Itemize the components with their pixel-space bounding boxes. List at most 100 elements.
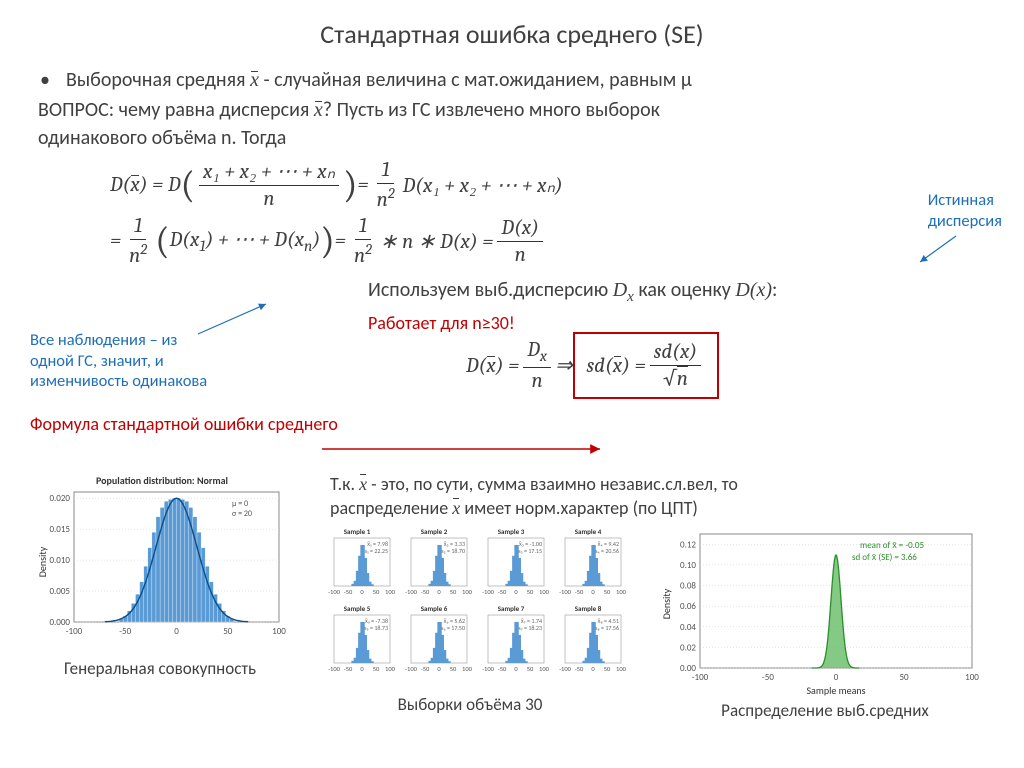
- svg-text:-100: -100: [482, 588, 495, 596]
- b2-post: имеет норм.характер (по ЦПТ): [460, 497, 698, 519]
- eq2-n3: D(x): [497, 216, 543, 242]
- eq1-num1: x₁ + x₂ + ⋯ + xₙ: [199, 159, 339, 186]
- q-post: ? Пусть из ГС извлечено много выборок: [323, 98, 660, 122]
- svg-text:50: 50: [373, 588, 380, 596]
- svg-text:0.010: 0.010: [49, 555, 70, 566]
- mid-post: :: [772, 278, 777, 302]
- svg-text:0.02: 0.02: [680, 642, 696, 653]
- svg-text:0.000: 0.000: [49, 617, 70, 628]
- svg-text:50: 50: [604, 665, 611, 673]
- pop-leg-mu: µ = 0: [232, 499, 248, 509]
- svg-text:50: 50: [527, 588, 534, 596]
- svg-text:-100: -100: [328, 588, 341, 596]
- dist-ylabel: Density: [660, 588, 673, 619]
- arrow-same-pop: [194, 298, 274, 338]
- arrow-formula: [320, 441, 610, 457]
- works-for-n30: Работает для n≥30!: [368, 312, 986, 334]
- svg-text:0.06: 0.06: [680, 601, 696, 612]
- svg-text:-50: -50: [575, 665, 584, 673]
- distribution-chart: mean of x̄ = -0.05 sd of x̄ (SE) = 3.66 …: [656, 520, 986, 700]
- svg-text:0: 0: [591, 665, 595, 673]
- svg-text:0.020: 0.020: [49, 493, 70, 504]
- svg-text:0: 0: [174, 626, 179, 637]
- svg-text:50: 50: [527, 665, 534, 673]
- dist-leg2: sd of x̄ (SE) = 3.66: [852, 552, 917, 563]
- eq2-mid2: ∗ n ∗ D(x) =: [380, 229, 494, 254]
- caption-population: Генеральная совокупность: [40, 658, 280, 679]
- svg-text:s₂ = 18.70: s₂ = 18.70: [441, 547, 465, 555]
- pop-leg-sig: σ = 20: [232, 509, 252, 519]
- svg-text:100: 100: [616, 588, 627, 596]
- svg-text:-50: -50: [762, 672, 774, 683]
- bullet1-post: - случайная величина с мат.ожиданием, ра…: [259, 68, 692, 92]
- bullet-1: • Выборочная средняя x - случайная велич…: [38, 68, 986, 92]
- svg-text:100: 100: [539, 588, 550, 596]
- svg-text:-50: -50: [421, 665, 430, 673]
- svg-text:Sample 7: Sample 7: [498, 604, 525, 613]
- svg-text:Sample 6: Sample 6: [421, 604, 448, 613]
- q-pre: ВОПРОС: чему равна дисперсия: [38, 98, 314, 122]
- svg-text:-50: -50: [344, 665, 353, 673]
- mid-dx2: D(x): [735, 279, 772, 301]
- question-line1: ВОПРОС: чему равна дисперсия x? Пусть из…: [38, 98, 986, 122]
- eq1-den1: n: [259, 186, 278, 211]
- xbar: x: [250, 69, 259, 92]
- svg-text:100: 100: [462, 588, 473, 596]
- sample-charts: Sample 1-100-50050100x̄₁ = 7.98s₁ = 22.2…: [320, 526, 630, 691]
- svg-text:0: 0: [514, 588, 518, 596]
- arrow-true-var: [914, 232, 964, 268]
- caption-distribution: Распределение выб.средних: [670, 700, 980, 721]
- svg-text:0: 0: [360, 588, 364, 596]
- svg-text:s₇ = 18.23: s₇ = 18.23: [518, 624, 542, 632]
- equation-1: D(x) = D ( x₁ + x₂ + ⋯ + xₙn ) = 1n2 D(x…: [110, 158, 986, 212]
- svg-text:-50: -50: [498, 588, 507, 596]
- svg-text:0: 0: [591, 588, 595, 596]
- eq2-n1: 1: [130, 214, 146, 240]
- question-line2: одинакового объёма n. Тогда: [38, 126, 986, 150]
- population-chart: Population distribution: Normal µ = 0 σ …: [32, 472, 292, 650]
- svg-text:100: 100: [385, 665, 396, 673]
- svg-text:0.005: 0.005: [49, 586, 70, 597]
- slide-title: Стандартная ошибка среднего (SE): [38, 18, 986, 50]
- svg-text:-100: -100: [405, 588, 418, 596]
- svg-text:-100: -100: [328, 665, 341, 673]
- b1-post: - это, по сути, сумма взаимно независ.сл…: [367, 473, 738, 495]
- red-box: sd(x) = sd(x)√n: [573, 332, 720, 399]
- mid-pre: Используем выб.дисперсию: [368, 278, 613, 302]
- eq1-mid1: =: [358, 173, 369, 197]
- svg-text:0.00: 0.00: [680, 663, 696, 674]
- eq1-num2: 1: [377, 158, 393, 184]
- svg-text:Sample 2: Sample 2: [421, 527, 448, 536]
- svg-text:0: 0: [437, 665, 441, 673]
- svg-text:s₈ = 17.56: s₈ = 17.56: [595, 624, 619, 632]
- svg-text:Sample 8: Sample 8: [575, 604, 602, 613]
- svg-text:100: 100: [616, 665, 627, 673]
- svg-text:0: 0: [514, 665, 518, 673]
- svg-text:-50: -50: [498, 665, 507, 673]
- svg-text:-50: -50: [119, 626, 131, 637]
- svg-text:s₅ = 18.73: s₅ = 18.73: [364, 624, 388, 632]
- se-formula-label: Формула стандартной ошибки среднего: [30, 413, 986, 435]
- b1-pre: Т.к.: [330, 473, 359, 495]
- svg-text:0.04: 0.04: [680, 622, 696, 633]
- bullet1-pre: Выборочная средняя: [66, 68, 250, 92]
- caption-samples: Выборки объёма 30: [340, 694, 600, 715]
- svg-text:Sample 4: Sample 4: [575, 527, 602, 536]
- boxed-formula-row: D(x) = Dxn ⇒ sd(x) = sd(x)√n: [466, 332, 719, 399]
- eq1-tail: D(x₁ + x₂ + ⋯ + xₙ): [403, 173, 563, 198]
- svg-text:50: 50: [450, 665, 457, 673]
- svg-text:0: 0: [834, 672, 839, 683]
- xbar2: x: [314, 99, 323, 122]
- svg-text:50: 50: [373, 665, 380, 673]
- clt-text: Т.к. x - это, по сути, сумма взаимно нез…: [330, 472, 1024, 521]
- svg-text:50: 50: [450, 588, 457, 596]
- pop-ylabel: Density: [36, 546, 49, 577]
- svg-text:100: 100: [965, 672, 979, 683]
- svg-text:50: 50: [604, 588, 611, 596]
- equation-2: = 1n2 (D(x1) + ⋯ + D(xn)) = 1n2 ∗ n ∗ D(…: [110, 214, 986, 268]
- eq2-d3: n: [511, 242, 530, 267]
- mid-mid: как оценку: [634, 278, 736, 302]
- dist-leg1: mean of x̄ = -0.05: [860, 540, 924, 551]
- svg-text:-100: -100: [482, 665, 495, 673]
- svg-text:s₃ = 17.15: s₃ = 17.15: [518, 547, 542, 555]
